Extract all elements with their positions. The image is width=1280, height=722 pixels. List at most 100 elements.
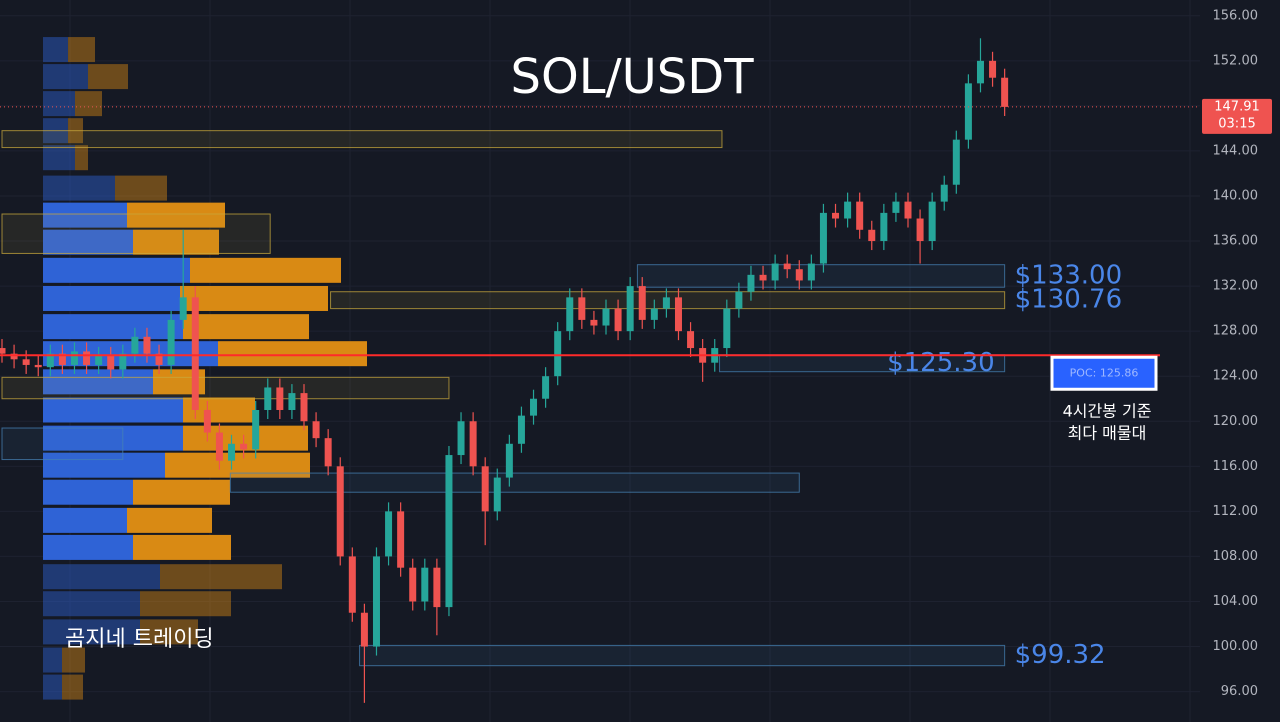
profile-sell [75,91,102,117]
chart-title: SOL/USDT [510,49,754,105]
candle-body [952,139,960,185]
candle-body [928,201,936,242]
candle-body [735,291,743,309]
candle-body [530,398,538,416]
candle-body [264,387,272,410]
profile-sell [133,229,219,255]
candle-body [578,297,586,320]
candle-body [119,353,127,370]
candle-body [360,612,368,647]
profile-buy [43,229,133,255]
candle-body [445,455,453,608]
y-tick-label: 128.00 [1213,324,1259,339]
candle-body [626,286,634,332]
profile-buy [43,369,153,395]
candle-body [819,212,827,264]
zone-label: $125.30 [887,348,995,378]
profile-sell [190,257,341,283]
note: 4시간봉 기준 [1063,402,1152,421]
profile-buy [43,64,88,90]
candle-body [433,567,441,608]
profile-sell [218,341,367,367]
candle-body [179,297,187,320]
profile-sell [180,285,328,311]
candle-body [300,393,308,422]
candle-body [747,274,755,292]
candle-body [844,201,852,219]
candle-body [409,567,417,602]
profile-sell [127,507,212,533]
profile-buy [43,285,180,311]
profile-buy [43,591,140,617]
profile-sell [115,175,167,201]
candle-body [228,443,236,461]
candle-body [916,218,924,242]
zone-label: $99.32 [1015,640,1106,670]
profile-sell [140,619,198,645]
profile-buy [43,452,165,478]
profile-sell [62,674,83,700]
profile-buy [43,647,62,673]
candle-body [554,331,562,377]
watermark: 곰지네 트레이딩 [65,627,214,652]
candle-body [687,331,695,349]
profile-buy [43,507,127,533]
y-tick-label: 156.00 [1213,8,1259,23]
y-tick-label: 124.00 [1213,369,1259,384]
candle-body [759,274,767,281]
candle-body [614,308,622,332]
candle-body [880,212,888,242]
candle-body [892,201,900,213]
candle-body [989,60,997,78]
candle-body [505,443,513,478]
profile-sell [140,591,231,617]
profile-buy [43,257,190,283]
candle-body [385,511,393,557]
profile-sell [183,314,309,340]
profile-sell [133,534,231,560]
y-tick-label: 152.00 [1213,53,1259,68]
zone [1,130,723,149]
candle-body [590,319,598,326]
candle-body [22,359,30,365]
profile-sell [133,479,230,505]
candle-body [324,438,332,467]
note: 최다 매물대 [1068,424,1147,443]
candle-body [34,364,42,368]
profile-buy [43,619,140,645]
candle-body [771,263,779,281]
candle-body [795,269,803,281]
y-tick-label: 140.00 [1213,188,1259,203]
profile-buy [43,37,68,63]
candle-body [397,511,405,568]
profile-sell [160,564,282,590]
profile-buy [43,145,75,171]
zone [1,376,450,400]
candle-body [940,184,948,202]
candle-body [107,355,115,370]
candle-body [650,308,658,320]
candle-body [542,376,550,399]
y-tick-label: 132.00 [1213,279,1259,294]
zone [1,213,271,254]
candle-body [856,201,864,230]
profile-buy [43,479,133,505]
candle-body [372,556,380,647]
poc-label: POC: 125.86 [1070,366,1139,379]
candle-body [807,263,815,281]
candle-body [421,567,429,602]
y-tick-label: 96.00 [1221,684,1258,699]
candle-body [10,353,18,360]
zone [1,427,124,461]
profile-buy [43,314,183,340]
y-tick-label: 104.00 [1213,594,1259,609]
candle-body [155,353,163,365]
candle-body [131,336,139,354]
candle-body [83,351,91,365]
candle-body [58,353,66,365]
countdown: 03:15 [1218,116,1255,131]
candle-body [904,201,912,219]
last-price-label: 147.91 [1214,99,1260,114]
zone [229,472,800,493]
